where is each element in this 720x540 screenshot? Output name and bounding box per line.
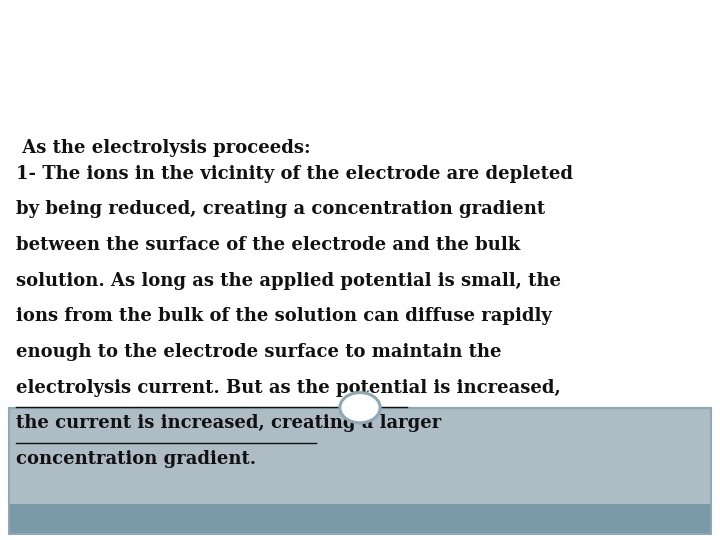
Text: between the surface of the electrode and the bulk: between the surface of the electrode and… xyxy=(16,236,520,254)
Text: electrolysis current. But as the potential is increased,: electrolysis current. But as the potenti… xyxy=(16,379,561,396)
Text: 1- The ions in the vicinity of the electrode are depleted: 1- The ions in the vicinity of the elect… xyxy=(16,165,573,183)
Bar xyxy=(0,0,720,408)
Text: the current is increased, creating a larger: the current is increased, creating a lar… xyxy=(16,414,447,432)
Text: solution. As long as the applied potential is small, the: solution. As long as the applied potenti… xyxy=(16,272,561,289)
Bar xyxy=(9,408,711,534)
Text: concentration gradient.: concentration gradient. xyxy=(16,450,256,468)
Text: enough to the electrode surface to maintain the: enough to the electrode surface to maint… xyxy=(16,343,501,361)
Bar xyxy=(9,504,711,534)
Bar xyxy=(9,408,711,504)
Text: by being reduced, creating a concentration gradient: by being reduced, creating a concentrati… xyxy=(16,200,545,218)
Text: ions from the bulk of the solution can diffuse rapidly: ions from the bulk of the solution can d… xyxy=(16,307,552,325)
Text: As the electrolysis proceeds:: As the electrolysis proceeds: xyxy=(16,139,310,157)
Circle shape xyxy=(340,393,380,423)
